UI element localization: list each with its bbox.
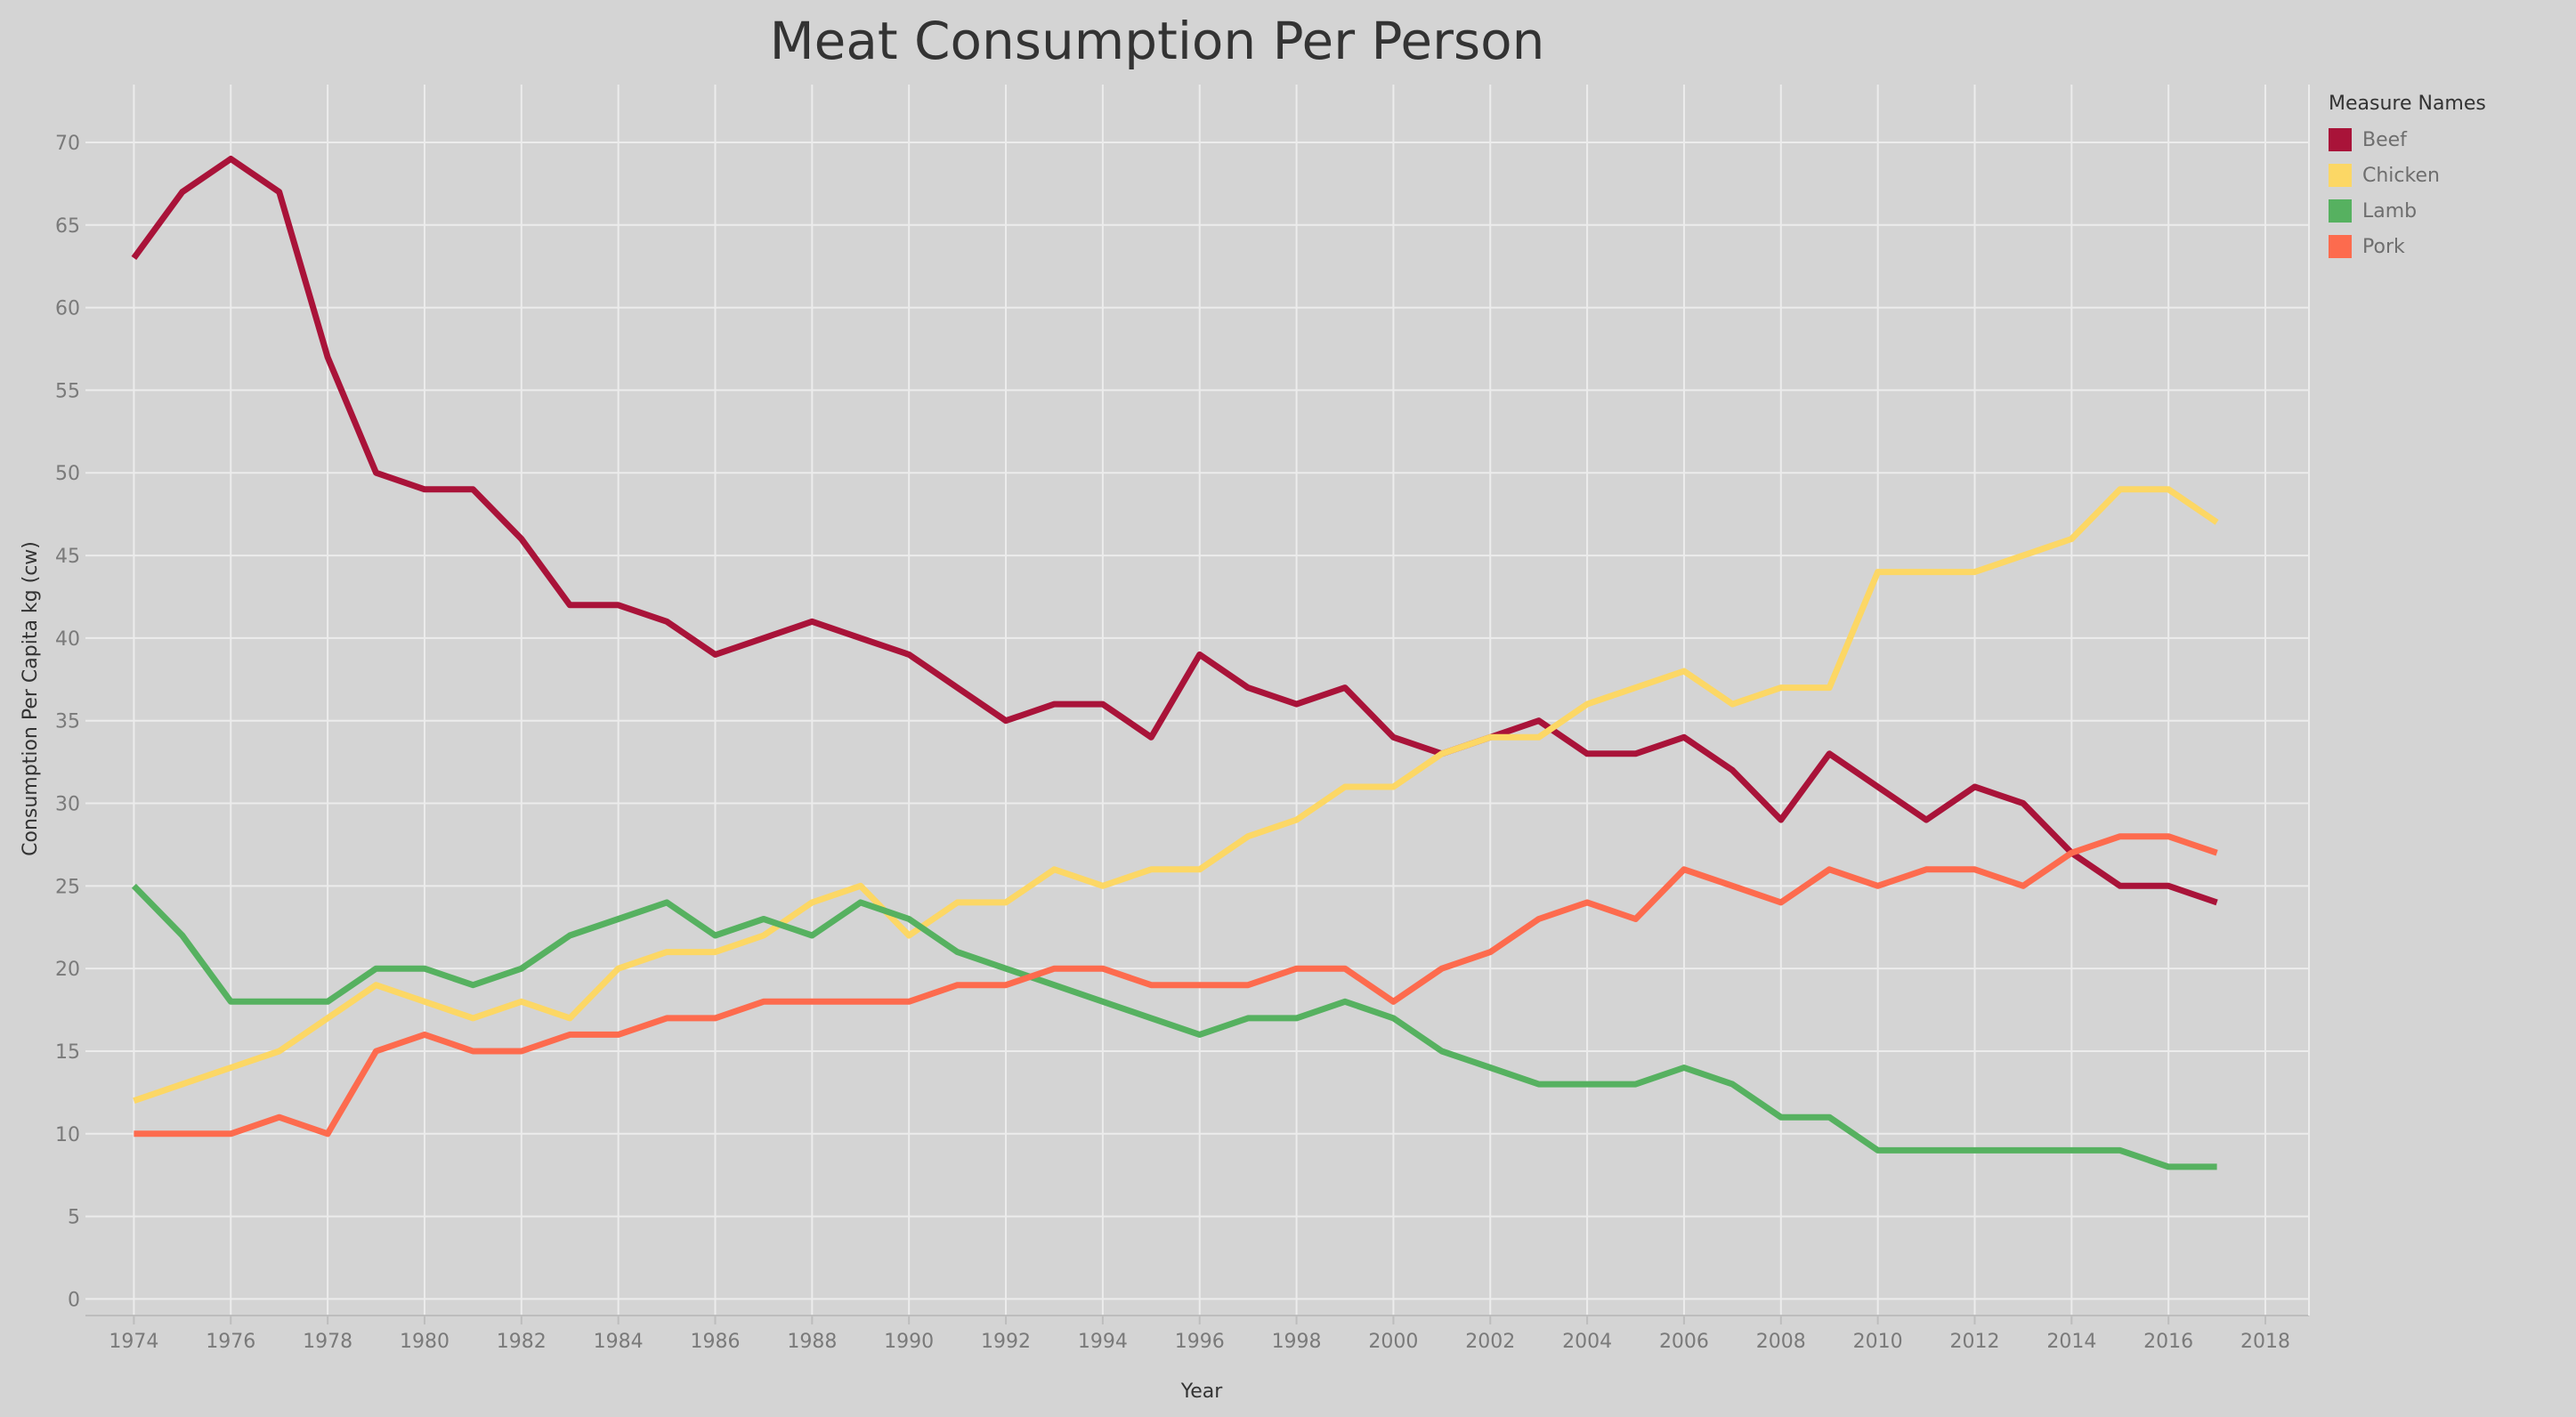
legend-label: Pork [2362, 235, 2405, 258]
x-tick-label: 2010 [1853, 1331, 1903, 1353]
legend-item-chicken[interactable]: Chicken [2329, 158, 2486, 193]
x-tick-label: 1998 [1272, 1331, 1322, 1353]
x-tick-label: 1996 [1175, 1331, 1225, 1353]
legend-title: Measure Names [2329, 93, 2486, 115]
legend-swatch [2329, 199, 2352, 223]
x-tick-label: 2006 [1659, 1331, 1709, 1353]
x-tick-label: 1992 [981, 1331, 1031, 1353]
x-tick-label: 2004 [1562, 1331, 1612, 1353]
x-tick-label: 1974 [109, 1331, 158, 1353]
x-tick-label: 2012 [1949, 1331, 1999, 1353]
x-tick-label: 1994 [1078, 1331, 1128, 1353]
y-tick-label: 15 [55, 1041, 80, 1064]
y-tick-label: 45 [55, 546, 80, 568]
series-line-chicken[interactable] [133, 486, 2219, 1105]
x-tick-label: 2002 [1465, 1331, 1515, 1353]
legend-swatch [2329, 235, 2352, 258]
x-axis-title: Year [1180, 1381, 1224, 1403]
x-tick-label: 1982 [497, 1331, 547, 1353]
series-lines [131, 156, 2219, 1170]
y-tick-label: 60 [55, 298, 80, 320]
x-tick-label: 2014 [2046, 1331, 2096, 1353]
series-line-lamb[interactable] [131, 883, 2217, 1170]
y-tick-label: 55 [55, 380, 80, 402]
x-tick-label: 1980 [400, 1331, 450, 1353]
y-tick-label: 0 [68, 1289, 80, 1311]
legend-swatch [2329, 164, 2352, 187]
legend-label: Lamb [2362, 199, 2418, 223]
legend-swatch [2329, 128, 2352, 151]
x-tick-label: 2018 [2240, 1331, 2290, 1353]
series-line-pork[interactable] [134, 833, 2218, 1138]
axes [85, 85, 2310, 1324]
x-tick-label: 2008 [1756, 1331, 1806, 1353]
y-tick-label: 30 [55, 794, 80, 816]
y-axis-title: Consumption Per Capita kg (cw) [20, 541, 42, 856]
y-tick-label: 20 [55, 959, 80, 981]
legend-item-pork[interactable]: Pork [2329, 229, 2486, 264]
legend-label: Chicken [2362, 164, 2440, 187]
legend-item-beef[interactable]: Beef [2329, 122, 2486, 158]
x-tick-label: 1986 [690, 1331, 740, 1353]
y-tick-label: 40 [55, 628, 80, 651]
legend-item-lamb[interactable]: Lamb [2329, 193, 2486, 229]
x-tick-label: 1978 [303, 1331, 352, 1353]
y-tick-label: 35 [55, 711, 80, 733]
tick-labels: 0 5 10 15 20 25 30 35 40 45 50 55 60 65 70 1974 1976 1978… [55, 133, 2290, 1353]
x-tick-label: 1984 [594, 1331, 644, 1353]
x-tick-label: 1990 [884, 1331, 934, 1353]
legend: Measure Names Beef Chicken Lamb Pork [2329, 93, 2486, 264]
y-tick-label: 50 [55, 463, 80, 485]
y-tick-label: 25 [55, 876, 80, 898]
legend-items: Beef Chicken Lamb Pork [2329, 122, 2486, 264]
chart-title: Meat Consumption Per Person [769, 11, 1545, 71]
y-tick-label: 10 [55, 1124, 80, 1146]
y-tick-label: 65 [55, 215, 80, 238]
y-tick-label: 5 [68, 1207, 80, 1229]
legend-label: Beef [2362, 128, 2407, 151]
x-tick-label: 2000 [1368, 1331, 1418, 1353]
x-tick-label: 1988 [787, 1331, 837, 1353]
x-tick-label: 2016 [2143, 1331, 2193, 1353]
gridlines [85, 85, 2309, 1316]
y-tick-label: 70 [55, 133, 80, 155]
x-tick-label: 1976 [206, 1331, 255, 1353]
series-line-beef[interactable] [131, 156, 2218, 906]
